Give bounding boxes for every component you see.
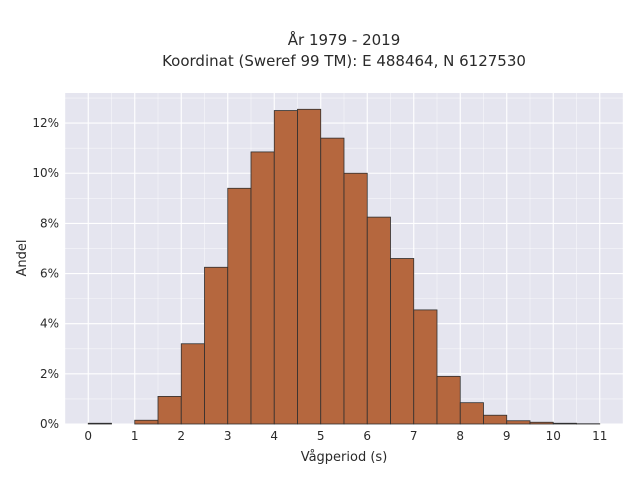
histogram-bar [297,108,322,425]
y-tick-label: 8% [40,216,59,230]
y-tick-label: 6% [40,267,59,281]
histogram-bar [459,402,484,425]
x-tick-label: 3 [224,429,232,443]
y-axis-label: Andel [15,240,30,277]
histogram-bar [204,266,229,425]
y-tick-label: 10% [32,166,59,180]
y-tick-label: 0% [40,417,59,431]
x-tick-labels: 0 1 2 3 4 5 6 7 8 9 10 11 [84,429,607,443]
x-tick-label: 1 [131,429,139,443]
x-tick-label: 7 [410,429,418,443]
histogram-bar [413,309,438,425]
histogram-bar [506,420,531,425]
x-tick-label: 11 [592,429,607,443]
histogram-bar [180,343,205,425]
chart-title-line-2: Koordinat (Sweref 99 TM): E 488464, N 61… [162,52,526,70]
histogram-bar [250,151,275,425]
histogram-bar [320,137,345,425]
histogram-bar [483,414,508,425]
bars [87,108,601,425]
histogram-bar [529,421,554,425]
x-tick-label: 10 [546,429,561,443]
histogram-bar [366,216,391,425]
histogram-bar [436,375,461,425]
chart-title-line-1: År 1979 - 2019 [288,30,401,49]
y-tick-label: 12% [32,116,59,130]
histogram-bar [134,419,159,425]
histogram-bar [552,422,577,425]
histogram-bar [227,187,252,425]
x-tick-label: 9 [503,429,511,443]
y-tick-label: 2% [40,367,59,381]
histogram-bar [390,258,415,425]
x-tick-label: 5 [317,429,325,443]
y-tick-labels: 0% 2% 4% 6% 8% 10% 12% [32,116,59,431]
x-tick-label: 2 [177,429,185,443]
histogram-bar [87,422,112,425]
x-axis-label: Vågperiod (s) [301,450,388,465]
x-tick-label: 0 [84,429,92,443]
histogram-bar [273,110,298,425]
x-tick-label: 8 [456,429,464,443]
x-tick-label: 6 [363,429,371,443]
x-tick-label: 4 [270,429,278,443]
y-tick-label: 4% [40,317,59,331]
histogram-bar [343,172,368,425]
histogram-bar [157,396,182,425]
